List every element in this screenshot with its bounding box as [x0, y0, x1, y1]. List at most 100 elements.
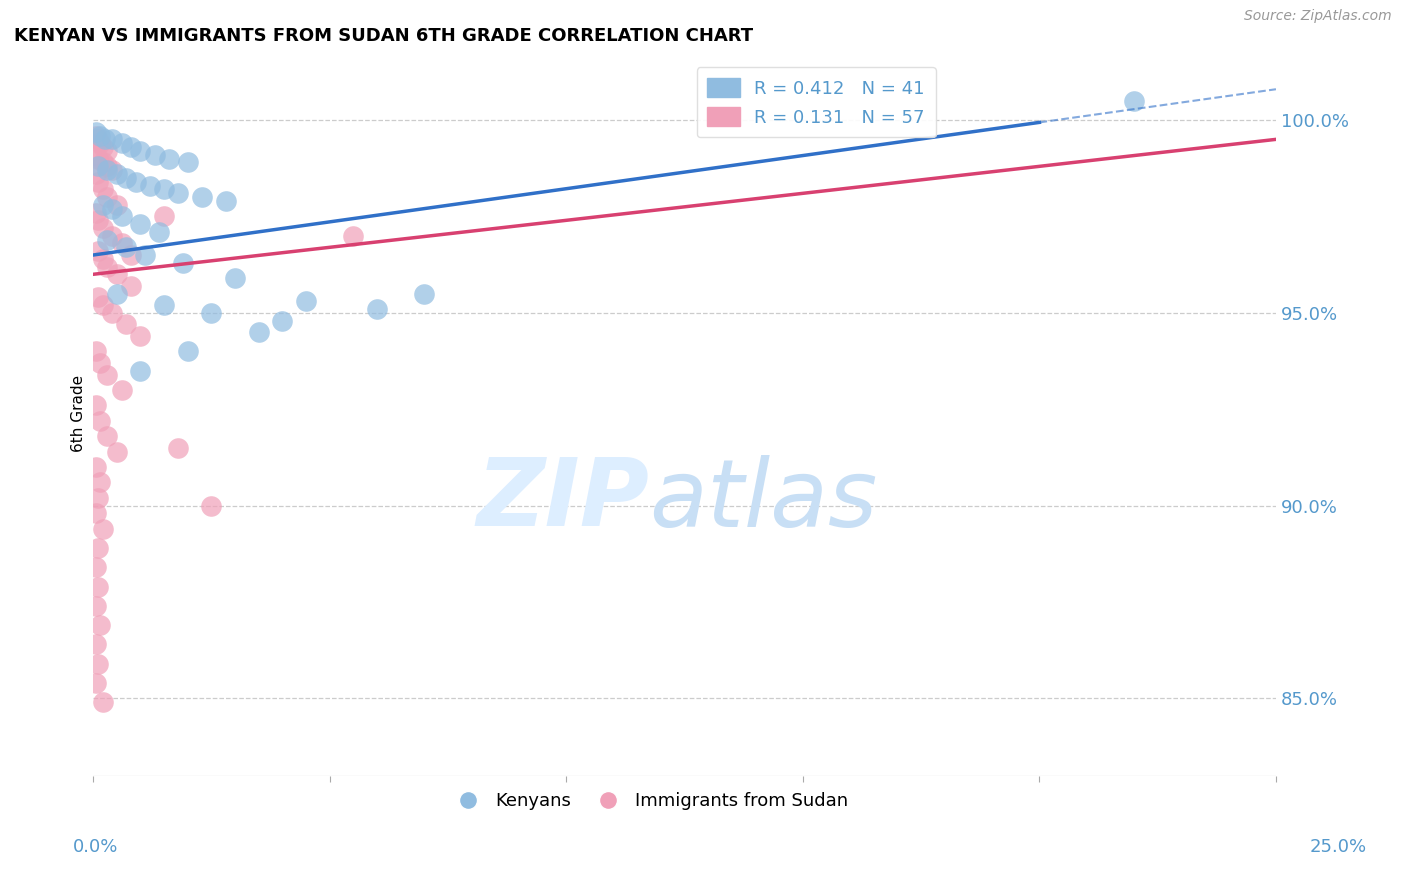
Point [120, 248, 142, 262]
Point [177, 155, 200, 169]
Point [110, 236, 132, 251]
Point [84, 506, 107, 520]
Point [120, 140, 142, 154]
Legend: Kenyans, Immigrants from Sudan: Kenyans, Immigrants from Sudan [443, 785, 855, 817]
Point [105, 444, 128, 458]
Point [91, 182, 114, 196]
Point [271, 313, 294, 327]
Point [413, 286, 436, 301]
Text: Source: ZipAtlas.com: Source: ZipAtlas.com [1244, 9, 1392, 23]
Point [342, 228, 364, 243]
Text: 25.0%: 25.0% [1310, 838, 1367, 855]
Point [89, 128, 111, 143]
Point [96, 163, 118, 178]
Point [91, 695, 114, 709]
Text: 0.0%: 0.0% [73, 838, 118, 855]
Text: ZIP: ZIP [477, 454, 650, 546]
Point [105, 286, 128, 301]
Point [84, 148, 107, 162]
Point [129, 364, 152, 378]
Point [84, 560, 107, 574]
Point [91, 252, 114, 266]
Point [200, 499, 222, 513]
Text: atlas: atlas [650, 455, 877, 546]
Point [143, 148, 166, 162]
Point [84, 637, 107, 651]
Point [177, 344, 200, 359]
Point [129, 329, 152, 343]
Point [96, 159, 118, 173]
Point [87, 152, 110, 166]
Point [105, 198, 128, 212]
Point [110, 383, 132, 397]
Point [87, 541, 110, 555]
Point [129, 144, 152, 158]
Point [129, 217, 152, 231]
Point [91, 140, 114, 154]
Point [87, 213, 110, 227]
Point [101, 163, 124, 178]
Point [1123, 94, 1146, 108]
Point [224, 271, 246, 285]
Point [101, 228, 124, 243]
Point [115, 240, 138, 254]
Point [96, 233, 118, 247]
Point [96, 368, 118, 382]
Point [84, 205, 107, 219]
Point [101, 132, 124, 146]
Point [214, 194, 236, 208]
Point [89, 618, 111, 632]
Point [153, 210, 176, 224]
Text: KENYAN VS IMMIGRANTS FROM SUDAN 6TH GRADE CORRELATION CHART: KENYAN VS IMMIGRANTS FROM SUDAN 6TH GRAD… [14, 27, 754, 45]
Point [172, 256, 194, 270]
Point [84, 128, 107, 143]
Point [84, 676, 107, 690]
Point [87, 290, 110, 304]
Point [153, 182, 176, 196]
Point [91, 522, 114, 536]
Point [157, 152, 180, 166]
Point [200, 306, 222, 320]
Point [366, 301, 388, 316]
Point [110, 136, 132, 151]
Point [115, 318, 138, 332]
Point [91, 155, 114, 169]
Point [84, 167, 107, 181]
Point [120, 278, 142, 293]
Point [87, 580, 110, 594]
Point [89, 136, 111, 151]
Point [89, 475, 111, 490]
Point [247, 325, 270, 339]
Point [91, 198, 114, 212]
Point [153, 298, 176, 312]
Point [91, 221, 114, 235]
Point [91, 298, 114, 312]
Point [167, 186, 190, 201]
Point [295, 294, 318, 309]
Point [191, 190, 214, 204]
Point [87, 244, 110, 259]
Point [89, 414, 111, 428]
Point [87, 491, 110, 505]
Point [87, 657, 110, 671]
Point [101, 202, 124, 216]
Point [125, 175, 148, 189]
Point [148, 225, 170, 239]
Point [105, 268, 128, 282]
Point [84, 398, 107, 412]
Point [110, 210, 132, 224]
Point [134, 248, 156, 262]
Point [89, 356, 111, 370]
Point [115, 170, 138, 185]
Point [84, 344, 107, 359]
Point [94, 132, 117, 146]
Point [84, 125, 107, 139]
Point [167, 441, 190, 455]
Point [101, 306, 124, 320]
Point [96, 190, 118, 204]
Y-axis label: 6th Grade: 6th Grade [72, 375, 86, 451]
Point [87, 159, 110, 173]
Point [105, 167, 128, 181]
Point [87, 175, 110, 189]
Point [139, 178, 162, 193]
